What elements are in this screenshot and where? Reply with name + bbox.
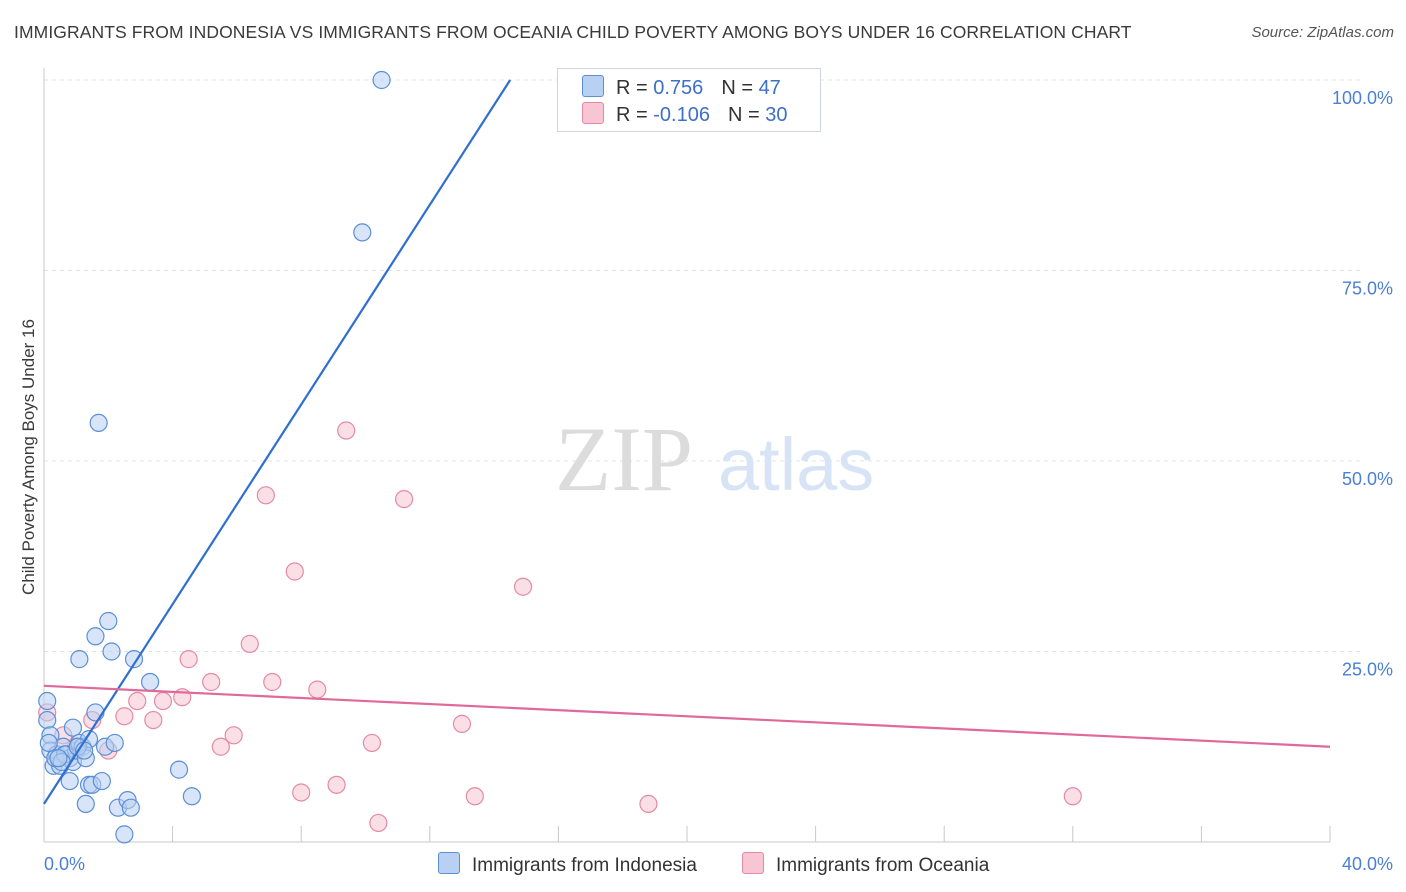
legend-n-label: N = <box>721 77 753 99</box>
oceania-point-20 <box>327 775 346 794</box>
oceania-point-17 <box>285 562 304 581</box>
bottom-legend-label-oceania: Immigrants from Oceania <box>776 855 990 876</box>
indonesia-point-15 <box>70 650 89 669</box>
oceania-point-27 <box>513 577 533 596</box>
bottom-legend-oceania: Immigrants from Oceania <box>742 852 989 877</box>
tick-labels: 25.0% 50.0% 75.0% 100.0% 0.0% 40.0% <box>44 88 1393 874</box>
indonesia-trend-line <box>43 79 512 805</box>
legend-r-label: R = <box>616 104 648 126</box>
y-tick-label-25: 25.0% <box>1342 660 1393 680</box>
chart-title: IMMIGRANTS FROM INDONESIA VS IMMIGRANTS … <box>14 22 1132 42</box>
oceania-point-15 <box>256 486 275 505</box>
indonesia-point-18 <box>76 794 95 814</box>
indonesia-point-11 <box>63 718 83 737</box>
bottom-swatch-oceania <box>742 852 764 874</box>
indonesia-point-36 <box>182 787 201 806</box>
indonesia-point-30 <box>115 825 134 844</box>
oceania-point-10 <box>179 650 198 669</box>
source-credit: Source: ZipAtlas.com <box>1251 24 1394 41</box>
oceania-point-6 <box>128 691 147 711</box>
legend-r-value-indonesia: 0.756 <box>653 77 704 99</box>
oceania-point-8 <box>153 691 173 711</box>
indonesia-point-26 <box>99 611 118 631</box>
legend-n-value-oceania: 30 <box>765 104 788 126</box>
indonesia-point-10 <box>60 771 79 791</box>
indonesia-point-35 <box>169 760 189 779</box>
oceania-point-21 <box>337 421 356 440</box>
oceania-point-7 <box>144 710 163 730</box>
indonesia-point-33 <box>124 650 144 669</box>
oceania-trend-line <box>43 684 1331 748</box>
oceania-point-29 <box>1063 787 1082 806</box>
indonesia-point-37 <box>89 413 108 432</box>
watermark-atlas: atlas <box>718 423 874 506</box>
x-tick-label-40: 40.0% <box>1342 854 1393 874</box>
legend-row-oceania: R = -0.106 N = 30 <box>582 102 787 128</box>
oceania-point-24 <box>394 490 414 509</box>
oceania-point-22 <box>362 733 382 753</box>
legend-swatch-oceania <box>582 102 604 124</box>
bottom-legend-label-indonesia: Immigrants from Indonesia <box>472 855 697 876</box>
oceania-point-11 <box>202 672 221 692</box>
legend-r-label: R = <box>616 77 648 99</box>
oceania-point-23 <box>369 813 388 833</box>
oceania-point-19 <box>308 680 327 699</box>
oceania-point-18 <box>292 783 311 802</box>
y-tick-label-75: 75.0% <box>1342 279 1393 299</box>
oceania-point-28 <box>639 794 658 814</box>
legend-r-value-oceania: -0.106 <box>653 104 710 126</box>
indonesia-point-28 <box>105 733 124 753</box>
grid-lines <box>44 79 1360 652</box>
indonesia-point-27 <box>102 642 121 661</box>
oceania-point-25 <box>452 714 472 733</box>
x-tick-label-0: 0.0% <box>44 854 85 874</box>
legend-n-label: N = <box>727 104 760 126</box>
bottom-swatch-indonesia <box>438 852 460 874</box>
indonesia-point-38 <box>353 223 372 242</box>
watermark-zip: ZIP <box>555 408 693 510</box>
trend-lines <box>43 79 1331 805</box>
oceania-point-5 <box>115 707 134 726</box>
indonesia-point-1 <box>38 710 57 730</box>
oceania-point-12 <box>211 737 230 756</box>
indonesia-point-32 <box>121 798 140 817</box>
indonesia-point-0 <box>38 691 57 711</box>
y-tick-label-50: 50.0% <box>1342 469 1393 489</box>
y-tick-label-100: 100.0% <box>1332 88 1393 108</box>
indonesia-point-44 <box>39 733 58 753</box>
indonesia-point-24 <box>92 771 111 791</box>
oceania-point-14 <box>240 634 259 653</box>
y-axis-label: Child Poverty Among Boys Under 16 <box>19 319 38 595</box>
bottom-legend-indonesia: Immigrants from Indonesia <box>438 852 697 877</box>
oceania-point-13 <box>224 726 243 745</box>
indonesia-point-39 <box>372 70 391 90</box>
watermark: ZIP atlas <box>555 408 874 510</box>
legend-swatch-indonesia <box>582 75 604 97</box>
legend-n-value-indonesia: 47 <box>758 77 781 99</box>
oceania-point-16 <box>263 672 282 692</box>
correlation-legend: R = 0.756 N = 47 R = -0.106 N = 30 <box>557 68 821 132</box>
indonesia-point-46 <box>49 749 68 768</box>
indonesia-point-23 <box>86 703 105 722</box>
indonesia-point-34 <box>140 672 160 692</box>
legend-row-indonesia: R = 0.756 N = 47 <box>582 75 781 101</box>
oceania-point-26 <box>465 787 484 806</box>
indonesia-point-22 <box>86 627 105 646</box>
